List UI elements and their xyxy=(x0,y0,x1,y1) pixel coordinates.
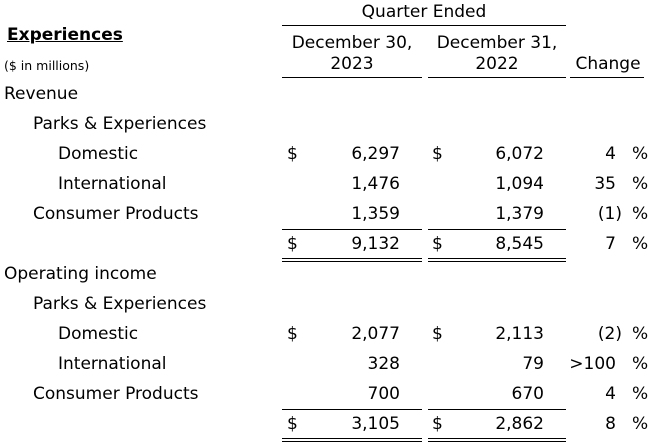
revenue-sub-heading: Parks & Experiences xyxy=(33,114,207,134)
percent-sign: % xyxy=(632,324,649,344)
percent-sign: % xyxy=(632,144,649,164)
table-row-total: $ 9,132 $ 8,545 7 % xyxy=(0,234,655,264)
table-row-total: $ 3,105 $ 2,862 8 % xyxy=(0,414,655,444)
revenue-heading: Revenue xyxy=(4,84,79,104)
change-value: 8 xyxy=(605,414,616,434)
value-2022: 6,072 xyxy=(495,144,544,164)
value-2023: 6,297 xyxy=(351,144,400,164)
currency-symbol: $ xyxy=(287,414,298,434)
value-2022: 79 xyxy=(522,354,544,374)
total-2023: 9,132 xyxy=(351,234,400,254)
total-2022: 8,545 xyxy=(495,234,544,254)
table-row: Domestic $ 6,297 $ 6,072 4 % xyxy=(0,144,655,174)
percent-sign: % xyxy=(632,234,649,254)
table-row: Consumer Products 700 670 4 % xyxy=(0,384,655,414)
total-2022: 2,862 xyxy=(495,414,544,434)
operating-subtotal-rule-col1 xyxy=(282,409,422,410)
units-note: ($ in millions) xyxy=(4,58,90,73)
row-label: Domestic xyxy=(58,144,139,164)
currency-symbol: $ xyxy=(432,324,443,344)
currency-symbol: $ xyxy=(287,144,298,164)
percent-sign: % xyxy=(632,384,649,404)
value-2022: 2,113 xyxy=(495,324,544,344)
currency-symbol: $ xyxy=(287,234,298,254)
col2-header-line1: December 31, xyxy=(436,33,558,53)
row-label: Consumer Products xyxy=(33,384,199,404)
percent-sign: % xyxy=(632,354,649,374)
value-2022: 670 xyxy=(511,384,544,404)
value-2022: 1,379 xyxy=(495,204,544,224)
currency-symbol: $ xyxy=(287,324,298,344)
col3-header: Change xyxy=(575,54,641,74)
currency-symbol: $ xyxy=(432,414,443,434)
value-2023: 2,077 xyxy=(351,324,400,344)
col1-header-line1: December 30, xyxy=(291,33,413,53)
header-bottom-rule-col1 xyxy=(282,77,422,78)
operating-income-sub-heading: Parks & Experiences xyxy=(33,294,207,314)
change-value: 4 xyxy=(605,384,616,404)
total-2023: 3,105 xyxy=(351,414,400,434)
row-label: International xyxy=(58,174,167,194)
change-value: (1) xyxy=(597,204,622,224)
value-2023: 1,476 xyxy=(351,174,400,194)
change-value: (2) xyxy=(597,324,622,344)
value-2023: 328 xyxy=(367,354,400,374)
header-top-rule xyxy=(282,25,566,26)
operating-total-double-rule-col1 xyxy=(282,438,422,442)
table-row: International 1,476 1,094 35 % xyxy=(0,174,655,204)
currency-symbol: $ xyxy=(432,144,443,164)
revenue-subtotal-rule-col2 xyxy=(428,229,566,230)
revenue-total-double-rule-col2 xyxy=(428,258,566,262)
operating-subtotal-rule-col2 xyxy=(428,409,566,410)
value-2022: 1,094 xyxy=(495,174,544,194)
currency-symbol: $ xyxy=(432,234,443,254)
header-bottom-rule-col3 xyxy=(570,77,644,78)
revenue-subtotal-rule-col1 xyxy=(282,229,422,230)
table-row: Consumer Products 1,359 1,379 (1) % xyxy=(0,204,655,234)
row-label: Consumer Products xyxy=(33,204,199,224)
table-row: International 328 79 >100 % xyxy=(0,354,655,384)
percent-sign: % xyxy=(632,414,649,434)
percent-sign: % xyxy=(632,174,649,194)
row-label: Domestic xyxy=(58,324,139,344)
col2-header-line2: 2022 xyxy=(475,54,519,74)
table-row: Domestic $ 2,077 $ 2,113 (2) % xyxy=(0,324,655,354)
header-bottom-rule-col2 xyxy=(428,77,566,78)
operating-total-double-rule-col2 xyxy=(428,438,566,442)
operating-income-heading: Operating income xyxy=(4,264,157,284)
revenue-total-double-rule-col1 xyxy=(282,258,422,262)
quarter-ended-heading: Quarter Ended xyxy=(361,2,487,22)
change-value: >100 xyxy=(569,354,616,374)
change-value: 4 xyxy=(605,144,616,164)
value-2023: 700 xyxy=(367,384,400,404)
change-value: 7 xyxy=(605,234,616,254)
section-title: Experiences xyxy=(7,25,123,45)
col1-header-line2: 2023 xyxy=(330,54,374,74)
percent-sign: % xyxy=(632,204,649,224)
row-label: International xyxy=(58,354,167,374)
value-2023: 1,359 xyxy=(351,204,400,224)
change-value: 35 xyxy=(594,174,616,194)
